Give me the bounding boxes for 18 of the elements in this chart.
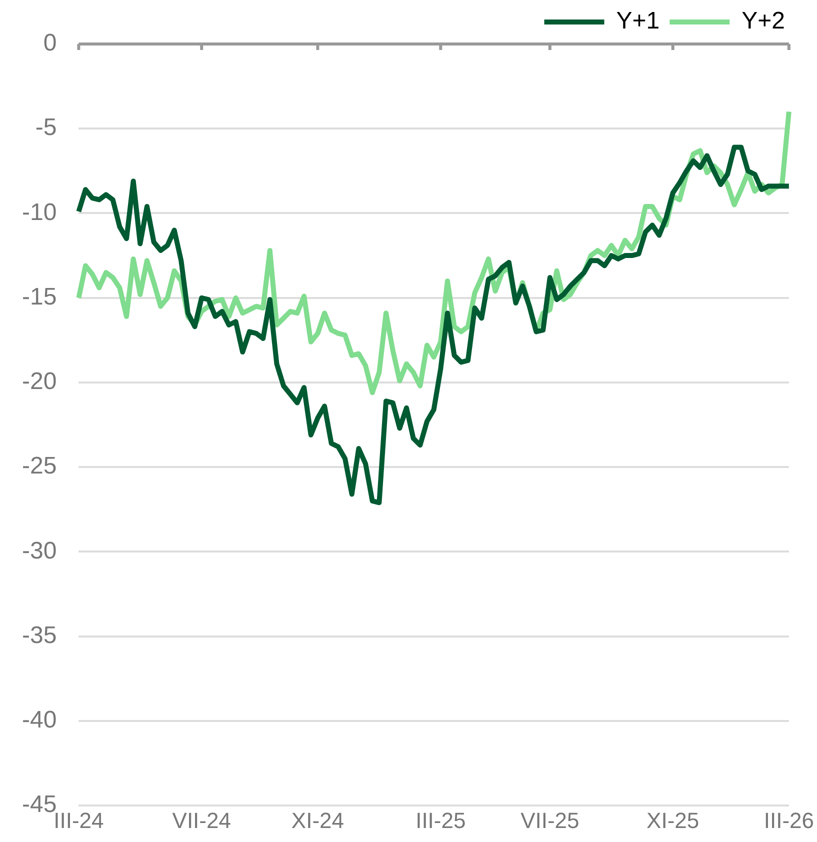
y-tick-label: -5 bbox=[35, 114, 57, 142]
y-tick-label: -45 bbox=[22, 791, 57, 818]
y-tick-label: -15 bbox=[22, 283, 57, 310]
x-tick-label: VII-25 bbox=[520, 808, 580, 833]
y-tick-label: -40 bbox=[22, 706, 57, 734]
y-tick-label: 0 bbox=[43, 30, 57, 57]
legend-label: Y+2 bbox=[742, 8, 786, 35]
y-tick-label: -10 bbox=[22, 198, 57, 226]
x-tick-label: III-25 bbox=[416, 808, 466, 833]
y-tick-label: -20 bbox=[22, 368, 57, 396]
y-tick-label: -30 bbox=[22, 537, 57, 564]
y-tick-label: -25 bbox=[22, 452, 57, 480]
x-tick-label: XI-25 bbox=[646, 808, 700, 833]
x-tick-label: XI-24 bbox=[291, 808, 344, 833]
x-tick-label: III-26 bbox=[764, 808, 814, 833]
legend-label: Y+1 bbox=[616, 8, 660, 35]
y-tick-label: -35 bbox=[22, 622, 57, 649]
x-tick-label: VII-24 bbox=[172, 808, 231, 833]
